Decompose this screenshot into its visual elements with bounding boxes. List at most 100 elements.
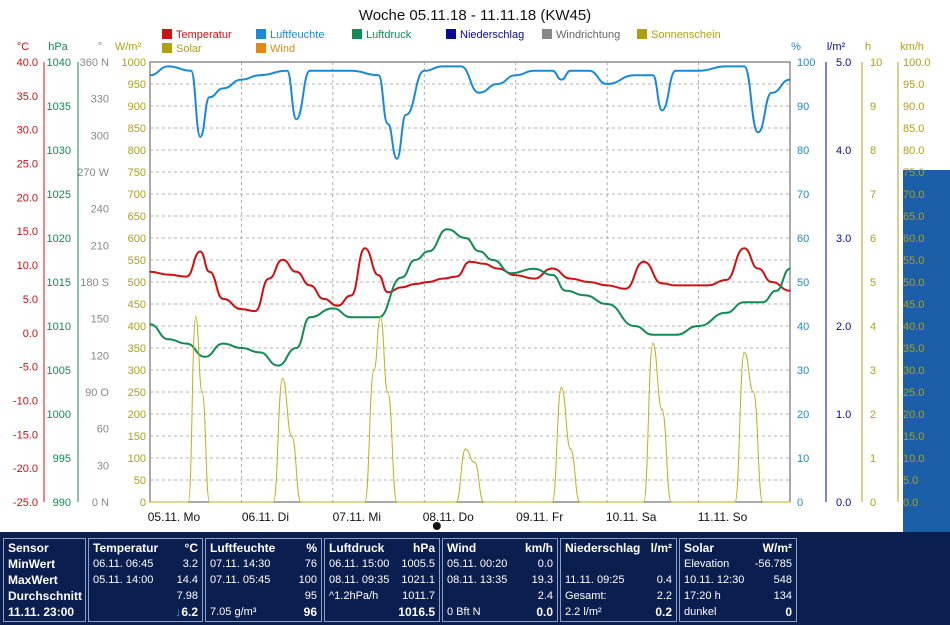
pressure-axis-tick: 1010 <box>47 321 71 333</box>
solar-axis-tick: 350 <box>128 343 146 355</box>
solar-hours: 17:20 h <box>684 590 721 602</box>
wind-axis-tick: 65.0 <box>903 211 924 223</box>
data-point <box>149 74 151 76</box>
temp-axis-tick: 35.0 <box>17 91 38 103</box>
data-point <box>423 70 426 72</box>
solar-axis-unit: W/m² <box>115 41 142 53</box>
data-point <box>185 275 188 278</box>
data-point <box>149 501 151 503</box>
data-point <box>414 259 416 261</box>
data-point <box>661 109 663 112</box>
data-point <box>377 74 380 76</box>
legend-swatch <box>352 29 362 39</box>
data-point <box>332 70 334 72</box>
legend-swatch <box>162 29 172 39</box>
hum-max-time: 07.11. 05:45 <box>210 574 271 586</box>
humidity-axis-tick: 70 <box>797 189 809 201</box>
humidity-axis-tick: 30 <box>797 365 809 377</box>
data-point <box>496 267 499 270</box>
wind-axis-unit: km/h <box>900 41 924 53</box>
data-point <box>642 501 645 503</box>
data-point <box>364 247 366 249</box>
solar-axis-tick: 300 <box>128 365 146 377</box>
data-point <box>606 303 608 305</box>
legend-swatch <box>162 43 172 53</box>
solar-max-value: 548 <box>773 574 792 586</box>
data-point <box>386 291 389 294</box>
rain-sum: 2.2 l/m² <box>565 606 602 618</box>
rain-axis-tick: 1.0 <box>836 409 851 421</box>
data-point <box>533 70 535 72</box>
direction-axis-tick: 360 N <box>80 57 109 69</box>
solar-axis-tick: 100 <box>128 453 146 465</box>
data-point <box>332 501 334 503</box>
rain-axis-tick: 2.0 <box>836 321 851 333</box>
data-point <box>428 281 430 283</box>
data-point <box>441 65 444 68</box>
humidity-axis-tick: 90 <box>797 101 809 113</box>
data-point <box>775 290 778 292</box>
hum-current-value: 96 <box>303 605 317 619</box>
solar-state: dunkel <box>684 606 717 618</box>
humidity-column: Luftfeuchte% 07.11. 14:30 76 07.11. 05:45… <box>205 538 322 622</box>
rain-column: Niederschlag l/m² 11.11. 09:25 0.4 Gesamt:… <box>560 538 677 622</box>
data-point <box>533 268 535 270</box>
wind-axis-tick: 70.0 <box>903 189 924 201</box>
press-min-value: 1005.5 <box>401 558 435 570</box>
sunshine-axis-tick: 0 <box>870 497 876 509</box>
data-point <box>473 461 476 464</box>
pressure-axis-tick: 1015 <box>47 277 71 289</box>
data-point <box>482 262 485 265</box>
data-point <box>697 325 700 327</box>
solar-header: Solar <box>684 541 715 555</box>
data-point <box>396 158 398 160</box>
solar-axis-tick: 750 <box>128 167 146 179</box>
data-point <box>460 65 462 68</box>
solar-axis-tick: 400 <box>128 321 146 333</box>
solar-elevation-label: Elevation <box>684 558 730 570</box>
x-tick-label: 10.11. Sa <box>606 510 657 524</box>
data-point <box>281 258 284 261</box>
data-point <box>761 501 764 503</box>
solar-axis-tick: 150 <box>128 431 146 443</box>
solar-axis-tick: 650 <box>128 211 146 223</box>
solar-axis-tick: 450 <box>128 299 146 311</box>
data-point <box>208 501 211 503</box>
x-tick-label: 11.11. So <box>698 510 748 524</box>
humidity-axis-tick: 20 <box>797 409 809 421</box>
data-point <box>258 351 261 354</box>
wind-axis-tick: 90.0 <box>903 101 924 113</box>
temp-trend-arrow-icon: ↓ <box>175 605 182 619</box>
data-point <box>551 501 554 503</box>
rain-current-value: 0.2 <box>655 605 672 619</box>
data-point <box>674 334 677 336</box>
data-point <box>478 92 480 94</box>
data-point <box>725 279 727 281</box>
data-point <box>510 272 512 275</box>
humidity-axis-tick: 80 <box>797 145 809 157</box>
temp-current-value: 6.2 <box>181 605 198 619</box>
data-point <box>149 271 151 273</box>
data-point <box>254 310 256 312</box>
sunshine-axis-tick: 3 <box>870 365 876 377</box>
data-point <box>290 435 293 437</box>
solar-axis-tick: 850 <box>128 123 146 135</box>
wind-axis-tick: 30.0 <box>903 365 924 377</box>
sunshine-axis-tick: 8 <box>870 145 876 157</box>
solar-axis-tick: 1000 <box>122 57 146 69</box>
solar-axis-tick: 800 <box>128 145 146 157</box>
pressure-axis-tick: 1040 <box>47 57 71 69</box>
legend-label: Luftdruck <box>366 29 412 41</box>
data-point <box>752 391 755 393</box>
solar-axis-tick: 950 <box>128 79 146 91</box>
data-point <box>281 378 284 380</box>
data-point <box>551 274 554 276</box>
solar-axis-tick: 50 <box>134 475 146 487</box>
data-point <box>309 284 311 287</box>
solar-axis-tick: 600 <box>128 233 146 245</box>
hum-avg-value: 95 <box>304 590 317 602</box>
press-unit: hPa <box>412 541 435 555</box>
temp-max-time: 05.11. 14:00 <box>93 574 154 586</box>
pressure-axis-tick: 1020 <box>47 233 71 245</box>
data-point <box>770 281 773 283</box>
